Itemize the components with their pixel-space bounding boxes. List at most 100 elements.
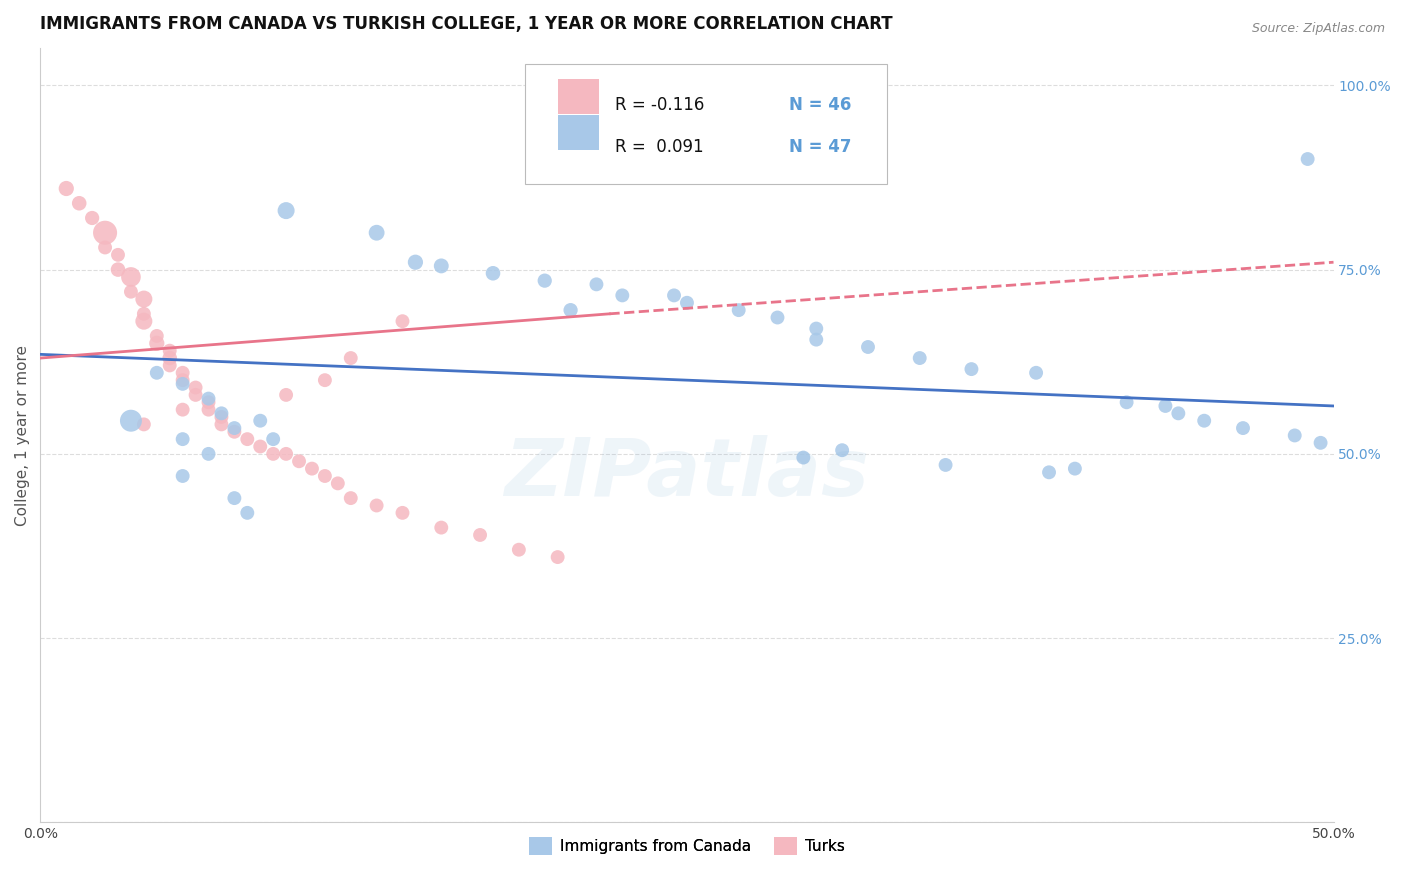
Point <box>1064 461 1087 475</box>
Text: N = 47: N = 47 <box>789 138 852 156</box>
Text: ZIPatlas: ZIPatlas <box>505 435 869 513</box>
Point <box>391 506 413 520</box>
Point <box>146 329 169 343</box>
Point <box>1154 399 1177 413</box>
Point <box>1309 435 1331 450</box>
Point <box>288 454 311 468</box>
Point <box>94 226 117 240</box>
Point <box>430 520 453 534</box>
Point <box>224 491 246 505</box>
Point <box>856 340 879 354</box>
Text: N = 46: N = 46 <box>789 96 852 114</box>
Bar <box>558 115 599 150</box>
Point <box>159 351 181 365</box>
Point <box>339 491 361 505</box>
Point <box>831 443 853 458</box>
Point <box>585 277 607 292</box>
Point <box>612 288 634 302</box>
Point <box>132 417 155 432</box>
Point <box>547 550 569 565</box>
Point <box>107 262 129 277</box>
Text: R = -0.116: R = -0.116 <box>614 96 704 114</box>
Point <box>184 388 207 402</box>
Point <box>146 336 169 351</box>
Point <box>211 410 233 425</box>
Point <box>172 366 194 380</box>
Text: Source: ZipAtlas.com: Source: ZipAtlas.com <box>1251 22 1385 36</box>
Point <box>766 310 789 325</box>
Point <box>1115 395 1137 409</box>
Point <box>107 248 129 262</box>
Point <box>211 406 233 420</box>
Point <box>94 240 117 254</box>
Point <box>55 181 77 195</box>
Point <box>132 314 155 328</box>
Point <box>508 542 530 557</box>
FancyBboxPatch shape <box>526 64 887 184</box>
Point <box>120 269 142 284</box>
Point <box>1038 465 1060 479</box>
Point <box>844 100 866 114</box>
Point <box>172 469 194 483</box>
Point <box>172 402 194 417</box>
Point <box>314 469 336 483</box>
Point <box>960 362 983 376</box>
Point <box>197 447 219 461</box>
Point <box>1167 406 1189 420</box>
Legend: Immigrants from Canada, Turks: Immigrants from Canada, Turks <box>523 830 851 862</box>
Point <box>468 528 491 542</box>
Point <box>249 440 271 454</box>
Point <box>806 333 828 347</box>
Point <box>211 417 233 432</box>
Point <box>430 259 453 273</box>
Point <box>132 307 155 321</box>
Point <box>132 292 155 306</box>
Point <box>274 388 297 402</box>
Point <box>67 196 90 211</box>
Point <box>172 376 194 391</box>
Point <box>1025 366 1047 380</box>
Text: R =  0.091: R = 0.091 <box>614 138 703 156</box>
Point <box>262 432 284 446</box>
Point <box>301 461 323 475</box>
Point <box>120 285 142 299</box>
Point <box>727 303 749 318</box>
Point <box>806 321 828 335</box>
Point <box>662 288 685 302</box>
Point <box>146 366 169 380</box>
Point <box>262 447 284 461</box>
Point <box>1232 421 1254 435</box>
Text: IMMIGRANTS FROM CANADA VS TURKISH COLLEGE, 1 YEAR OR MORE CORRELATION CHART: IMMIGRANTS FROM CANADA VS TURKISH COLLEG… <box>41 15 893 33</box>
Point <box>935 458 957 472</box>
Point <box>172 373 194 387</box>
Point <box>197 395 219 409</box>
Point <box>792 450 814 465</box>
Point <box>249 414 271 428</box>
Point <box>274 447 297 461</box>
Point <box>236 506 259 520</box>
Point <box>676 295 699 310</box>
Point <box>236 432 259 446</box>
Point <box>184 380 207 394</box>
Point <box>533 274 555 288</box>
Point <box>120 414 142 428</box>
Point <box>908 351 931 365</box>
Point <box>224 425 246 439</box>
Point <box>404 255 426 269</box>
Point <box>1284 428 1306 442</box>
Point <box>1296 152 1319 166</box>
Point <box>197 392 219 406</box>
Point <box>82 211 104 225</box>
Point <box>560 303 582 318</box>
Point <box>314 373 336 387</box>
Point <box>391 314 413 328</box>
Point <box>326 476 349 491</box>
Point <box>224 421 246 435</box>
Bar <box>558 79 599 114</box>
Point <box>274 203 297 218</box>
Point <box>482 266 505 280</box>
Point <box>1192 414 1215 428</box>
Point <box>366 226 388 240</box>
Point <box>159 343 181 358</box>
Point <box>366 499 388 513</box>
